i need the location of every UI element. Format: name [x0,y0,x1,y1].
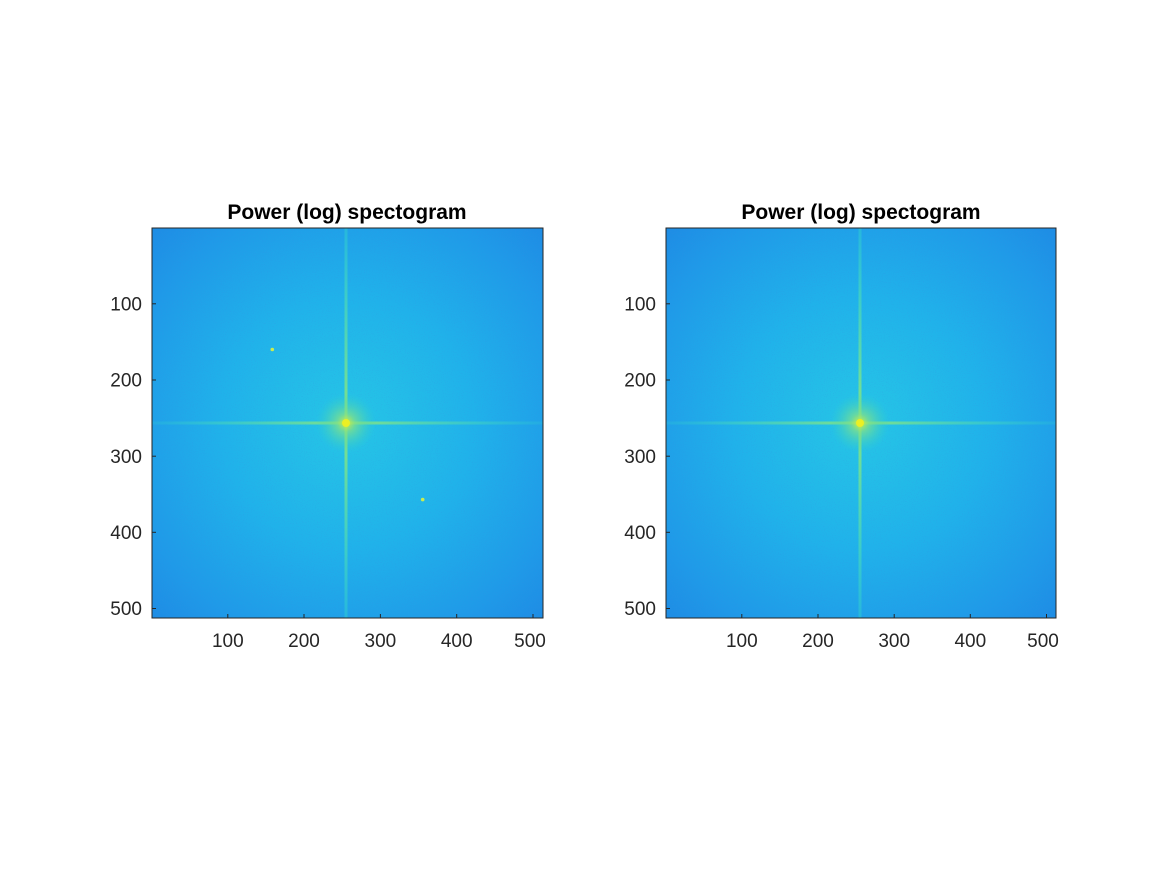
x-tick-label: 100 [212,631,244,652]
y-tick-label: 100 [624,295,656,316]
y-tick-label: 400 [624,523,656,544]
artifact-points [270,347,425,502]
x-tick-label: 400 [441,631,473,652]
x-tick-label: 200 [802,631,834,652]
axes-box [151,227,544,619]
spectrogram-image [666,228,1056,618]
x-tick-label: 300 [878,631,910,652]
x-tick-label: 300 [365,631,397,652]
y-tick-label: 400 [110,523,142,544]
x-tick-label: 200 [288,631,320,652]
x-tick-label: 500 [1027,631,1059,652]
x-tick-label: 500 [514,631,546,652]
y-tick-label: 300 [110,447,142,468]
artifact-point [420,497,425,502]
y-tick-label: 500 [110,599,142,620]
subplot-left: Power (log) spectogram 100 200 300 4 [110,201,546,652]
x-tick-label: 100 [726,631,758,652]
plot-title: Power (log) spectogram [741,201,980,224]
y-tick-label: 500 [624,599,656,620]
spectrogram-image [152,228,543,618]
plot-title: Power (log) spectogram [227,201,466,224]
artifact-point [270,347,275,352]
y-tick-label: 100 [110,295,142,316]
y-tick-label: 200 [110,371,142,392]
x-tick-label: 400 [954,631,986,652]
subplot-right: Power (log) spectogram 100 200 300 400 [624,201,1059,652]
y-tick-label: 200 [624,371,656,392]
axis-ticks: 100 200 300 400 500 100 200 300 400 500 [624,295,1059,653]
axes-box [665,227,1057,619]
axis-ticks: 100 200 300 400 500 100 200 300 400 500 [110,295,546,653]
y-tick-label: 300 [624,447,656,468]
